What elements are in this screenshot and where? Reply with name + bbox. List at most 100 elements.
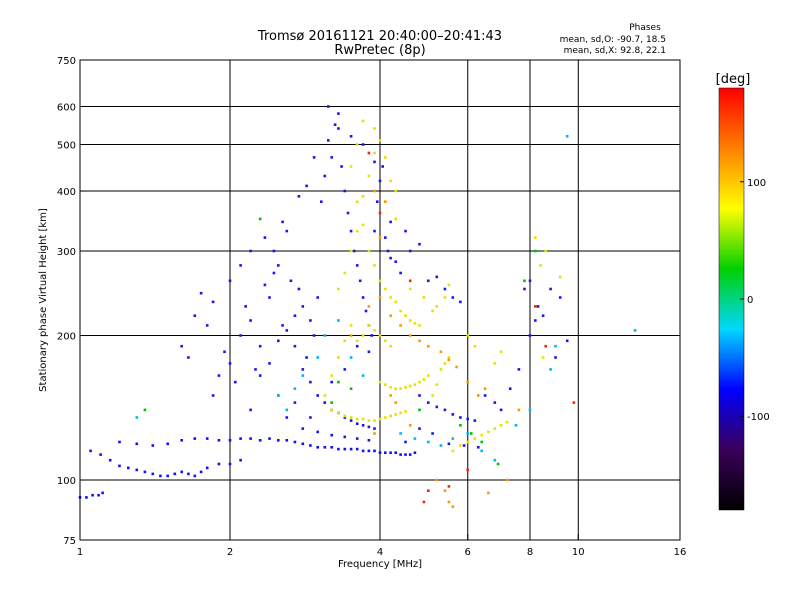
data-point — [361, 417, 365, 421]
data-point — [477, 446, 480, 449]
data-point — [517, 368, 521, 371]
data-point — [427, 374, 430, 377]
data-point — [143, 408, 147, 412]
data-point — [447, 500, 451, 504]
data-point — [349, 387, 353, 390]
data-point — [389, 256, 392, 260]
data-point — [399, 411, 402, 415]
data-point — [349, 165, 353, 168]
data-point — [443, 287, 447, 291]
data-point — [281, 220, 284, 224]
data-point — [447, 485, 451, 488]
data-point — [249, 249, 252, 253]
data-point — [408, 453, 412, 456]
data-point — [459, 416, 462, 419]
data-point — [384, 416, 387, 419]
data-point — [373, 189, 376, 193]
data-point — [473, 344, 477, 348]
y-tick-label: 75 — [63, 536, 76, 547]
data-point — [293, 387, 297, 390]
data-point — [367, 249, 371, 253]
data-point — [330, 408, 333, 412]
data-point — [239, 437, 242, 440]
data-point — [312, 334, 316, 337]
data-point — [199, 291, 203, 295]
data-point — [389, 344, 392, 348]
data-point — [320, 200, 323, 203]
x-axis-label: Frequency [MHz] — [338, 559, 422, 570]
data-point — [470, 432, 473, 435]
data-point — [355, 229, 359, 233]
data-point — [228, 279, 232, 283]
data-point — [330, 401, 333, 404]
data-point — [399, 271, 402, 275]
data-point — [258, 217, 262, 221]
data-point — [499, 408, 503, 412]
data-point — [404, 453, 407, 456]
data-point — [413, 383, 417, 386]
data-point — [389, 179, 392, 183]
series-group — [180, 105, 569, 449]
data-point — [323, 174, 327, 178]
data-point — [193, 314, 197, 317]
data-point — [378, 211, 382, 215]
data-point — [439, 368, 443, 371]
data-point — [378, 296, 382, 299]
data-point — [378, 236, 382, 239]
data-point — [301, 427, 305, 430]
data-point — [327, 139, 330, 142]
data-point — [135, 468, 139, 472]
data-point — [451, 296, 455, 299]
data-point — [349, 416, 353, 419]
data-point — [554, 356, 557, 359]
data-point — [477, 394, 480, 397]
data-point — [480, 449, 483, 453]
data-point — [462, 444, 466, 447]
data-point — [193, 474, 197, 478]
data-point — [443, 489, 447, 492]
data-point — [427, 489, 430, 492]
data-point — [301, 442, 305, 446]
data-point — [349, 334, 353, 337]
data-point — [343, 414, 347, 418]
data-point — [480, 433, 483, 437]
data-point — [316, 430, 319, 434]
data-point — [447, 442, 451, 446]
data-point — [418, 380, 421, 384]
data-point — [404, 386, 407, 389]
data-point — [340, 165, 343, 168]
data-point — [399, 309, 402, 313]
colorbar: [deg] 100 0 -100 — [716, 72, 770, 511]
series-group — [349, 189, 521, 508]
data-point — [422, 500, 426, 504]
data-point — [249, 437, 252, 440]
data-point — [499, 424, 503, 427]
data-point — [187, 472, 190, 476]
data-point — [487, 430, 490, 434]
data-point — [211, 394, 215, 397]
data-point — [384, 156, 387, 159]
data-point — [378, 139, 382, 142]
data-point — [258, 374, 262, 377]
data-point — [367, 324, 371, 327]
data-point — [493, 362, 497, 365]
x-axis-ticks: 1 2 4 6 8 10 16 — [77, 534, 686, 558]
colorbar-tick-label: -100 — [747, 412, 770, 423]
data-point — [293, 344, 297, 348]
data-point — [349, 419, 353, 422]
data-point — [228, 439, 232, 442]
x-tick-label: 8 — [527, 547, 533, 558]
chart-subtitle: RwPretec (8p) — [334, 43, 425, 58]
data-point — [431, 394, 434, 397]
data-point — [361, 424, 365, 427]
data-point — [435, 275, 439, 279]
data-point — [180, 344, 183, 348]
data-point — [523, 279, 526, 283]
plot-area: 1 2 4 6 8 10 16 75 100 200 300 400 500 600 750 — [57, 56, 686, 558]
data-point — [323, 394, 327, 397]
grid-lines — [80, 60, 680, 540]
data-point — [367, 151, 371, 155]
data-point — [451, 449, 455, 453]
series-group — [143, 217, 537, 466]
data-point — [539, 264, 542, 267]
